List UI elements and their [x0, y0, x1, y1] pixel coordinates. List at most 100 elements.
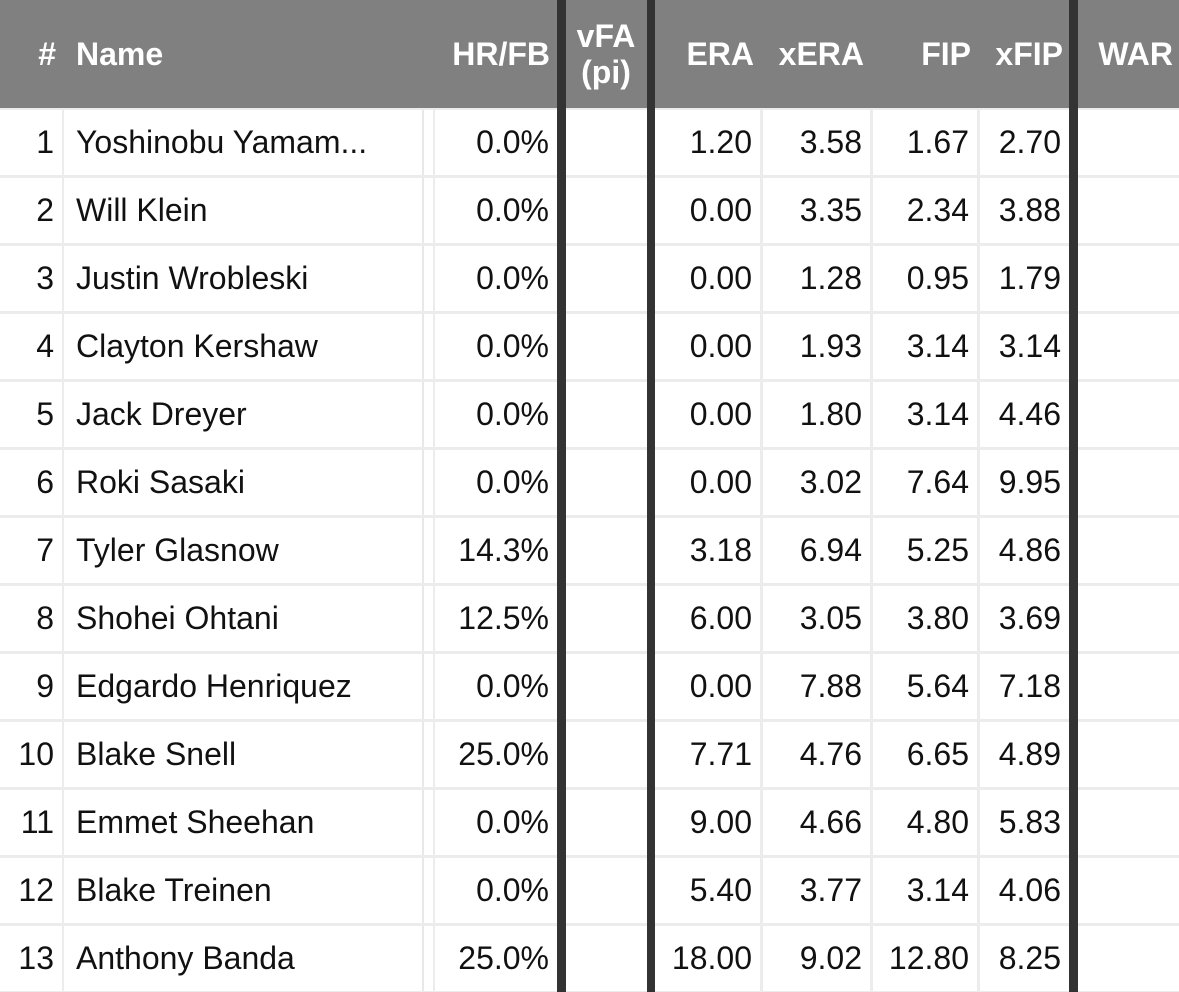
table-row[interactable]: 5 Jack Dreyer 0.0% 0.00 1.80 3.14 4.46	[0, 382, 1179, 447]
table-row[interactable]: 10 Blake Snell 25.0% 7.71 4.76 6.65 4.89	[0, 722, 1179, 787]
cell-era: 0.00	[655, 178, 760, 243]
cell-xfip: 1.79	[980, 246, 1069, 311]
cell-fip: 7.64	[873, 450, 977, 515]
table-header: # Name HR/FB vFA (pi) ERA xERA FIP xFIP …	[0, 0, 1179, 108]
cell-xfip: 2.70	[980, 110, 1069, 175]
cell-name[interactable]: Anthony Banda	[64, 926, 422, 991]
cell-war	[1078, 518, 1179, 583]
cell-war	[1078, 722, 1179, 787]
column-divider	[557, 0, 566, 992]
cell-name[interactable]: Emmet Sheehan	[64, 790, 422, 855]
cell-xfip: 5.83	[980, 790, 1069, 855]
header-fip[interactable]: FIP	[921, 35, 971, 72]
cell-name[interactable]: Blake Treinen	[64, 858, 422, 923]
cell-fip: 4.80	[873, 790, 977, 855]
cell-rank: 7	[0, 518, 62, 583]
cell-war	[1078, 110, 1179, 175]
cell-era: 7.71	[655, 722, 760, 787]
cell-hr-fb: 0.0%	[435, 246, 557, 311]
table-row[interactable]: 13 Anthony Banda 25.0% 18.00 9.02 12.80 8.25	[0, 926, 1179, 991]
cell-rank: 10	[0, 722, 62, 787]
cell-era: 6.00	[655, 586, 760, 651]
cell-name[interactable]: Edgardo Henriquez	[64, 654, 422, 719]
table-row[interactable]: 1 Yoshinobu Yamam... 0.0% 1.20 3.58 1.67 2.70	[0, 110, 1179, 175]
cell-era: 0.00	[655, 382, 760, 447]
cell-vfa	[566, 178, 647, 243]
cell-spacer	[422, 314, 433, 379]
column-divider	[647, 0, 655, 992]
cell-xera: 3.77	[763, 858, 870, 923]
cell-war	[1078, 382, 1179, 447]
cell-hr-fb: 0.0%	[435, 450, 557, 515]
cell-hr-fb: 0.0%	[435, 382, 557, 447]
header-rank[interactable]: #	[38, 35, 56, 72]
cell-name[interactable]: Blake Snell	[64, 722, 422, 787]
table-row[interactable]: 3 Justin Wrobleski 0.0% 0.00 1.28 0.95 1.79	[0, 246, 1179, 311]
header-xera[interactable]: xERA	[778, 35, 864, 72]
cell-war	[1078, 858, 1179, 923]
cell-xfip: 4.86	[980, 518, 1069, 583]
cell-xera: 1.93	[763, 314, 870, 379]
table-row[interactable]: 11 Emmet Sheehan 0.0% 9.00 4.66 4.80 5.83	[0, 790, 1179, 855]
cell-vfa	[566, 246, 647, 311]
cell-name[interactable]: Roki Sasaki	[64, 450, 422, 515]
cell-war	[1078, 178, 1179, 243]
cell-name[interactable]: Will Klein	[64, 178, 422, 243]
header-hr-fb[interactable]: HR/FB	[452, 35, 550, 72]
table-row[interactable]: 8 Shohei Ohtani 12.5% 6.00 3.05 3.80 3.69	[0, 586, 1179, 651]
cell-xfip: 3.14	[980, 314, 1069, 379]
cell-fip: 2.34	[873, 178, 977, 243]
header-xfip[interactable]: xFIP	[995, 35, 1063, 72]
table-row[interactable]: 4 Clayton Kershaw 0.0% 0.00 1.93 3.14 3.14	[0, 314, 1179, 379]
cell-war	[1078, 246, 1179, 311]
cell-era: 3.18	[655, 518, 760, 583]
cell-war	[1078, 586, 1179, 651]
cell-rank: 6	[0, 450, 62, 515]
table-row[interactable]: 12 Blake Treinen 0.0% 5.40 3.77 3.14 4.06	[0, 858, 1179, 923]
cell-war	[1078, 654, 1179, 719]
table-row[interactable]: 9 Edgardo Henriquez 0.0% 0.00 7.88 5.64 7.18	[0, 654, 1179, 719]
cell-fip: 1.67	[873, 110, 977, 175]
cell-hr-fb: 12.5%	[435, 586, 557, 651]
cell-xfip: 4.46	[980, 382, 1069, 447]
cell-vfa	[566, 858, 647, 923]
cell-war	[1078, 790, 1179, 855]
cell-xera: 9.02	[763, 926, 870, 991]
header-vfa[interactable]: vFA (pi)	[565, 0, 647, 108]
cell-xera: 1.80	[763, 382, 870, 447]
cell-name[interactable]: Yoshinobu Yamam...	[64, 110, 422, 175]
header-name[interactable]: Name	[76, 35, 164, 72]
cell-era: 0.00	[655, 246, 760, 311]
cell-rank: 13	[0, 926, 62, 991]
cell-name[interactable]: Shohei Ohtani	[64, 586, 422, 651]
cell-spacer	[422, 654, 433, 719]
cell-hr-fb: 25.0%	[435, 722, 557, 787]
cell-xera: 7.88	[763, 654, 870, 719]
cell-name[interactable]: Tyler Glasnow	[64, 518, 422, 583]
cell-rank: 4	[0, 314, 62, 379]
cell-hr-fb: 25.0%	[435, 926, 557, 991]
header-war[interactable]: WAR	[1098, 35, 1173, 72]
cell-hr-fb: 0.0%	[435, 790, 557, 855]
header-vfa-line2: (pi)	[581, 54, 631, 90]
cell-rank: 11	[0, 790, 62, 855]
cell-spacer	[422, 382, 433, 447]
cell-vfa	[566, 314, 647, 379]
cell-spacer	[422, 722, 433, 787]
cell-war	[1078, 450, 1179, 515]
cell-fip: 3.14	[873, 314, 977, 379]
cell-hr-fb: 14.3%	[435, 518, 557, 583]
cell-rank: 3	[0, 246, 62, 311]
cell-rank: 1	[0, 110, 62, 175]
cell-era: 0.00	[655, 314, 760, 379]
cell-name[interactable]: Jack Dreyer	[64, 382, 422, 447]
table-row[interactable]: 7 Tyler Glasnow 14.3% 3.18 6.94 5.25 4.86	[0, 518, 1179, 583]
cell-xfip: 3.88	[980, 178, 1069, 243]
table-row[interactable]: 2 Will Klein 0.0% 0.00 3.35 2.34 3.88	[0, 178, 1179, 243]
cell-name[interactable]: Justin Wrobleski	[64, 246, 422, 311]
header-era[interactable]: ERA	[686, 35, 754, 72]
table-row[interactable]: 6 Roki Sasaki 0.0% 0.00 3.02 7.64 9.95	[0, 450, 1179, 515]
cell-rank: 9	[0, 654, 62, 719]
cell-era: 5.40	[655, 858, 760, 923]
cell-name[interactable]: Clayton Kershaw	[64, 314, 422, 379]
